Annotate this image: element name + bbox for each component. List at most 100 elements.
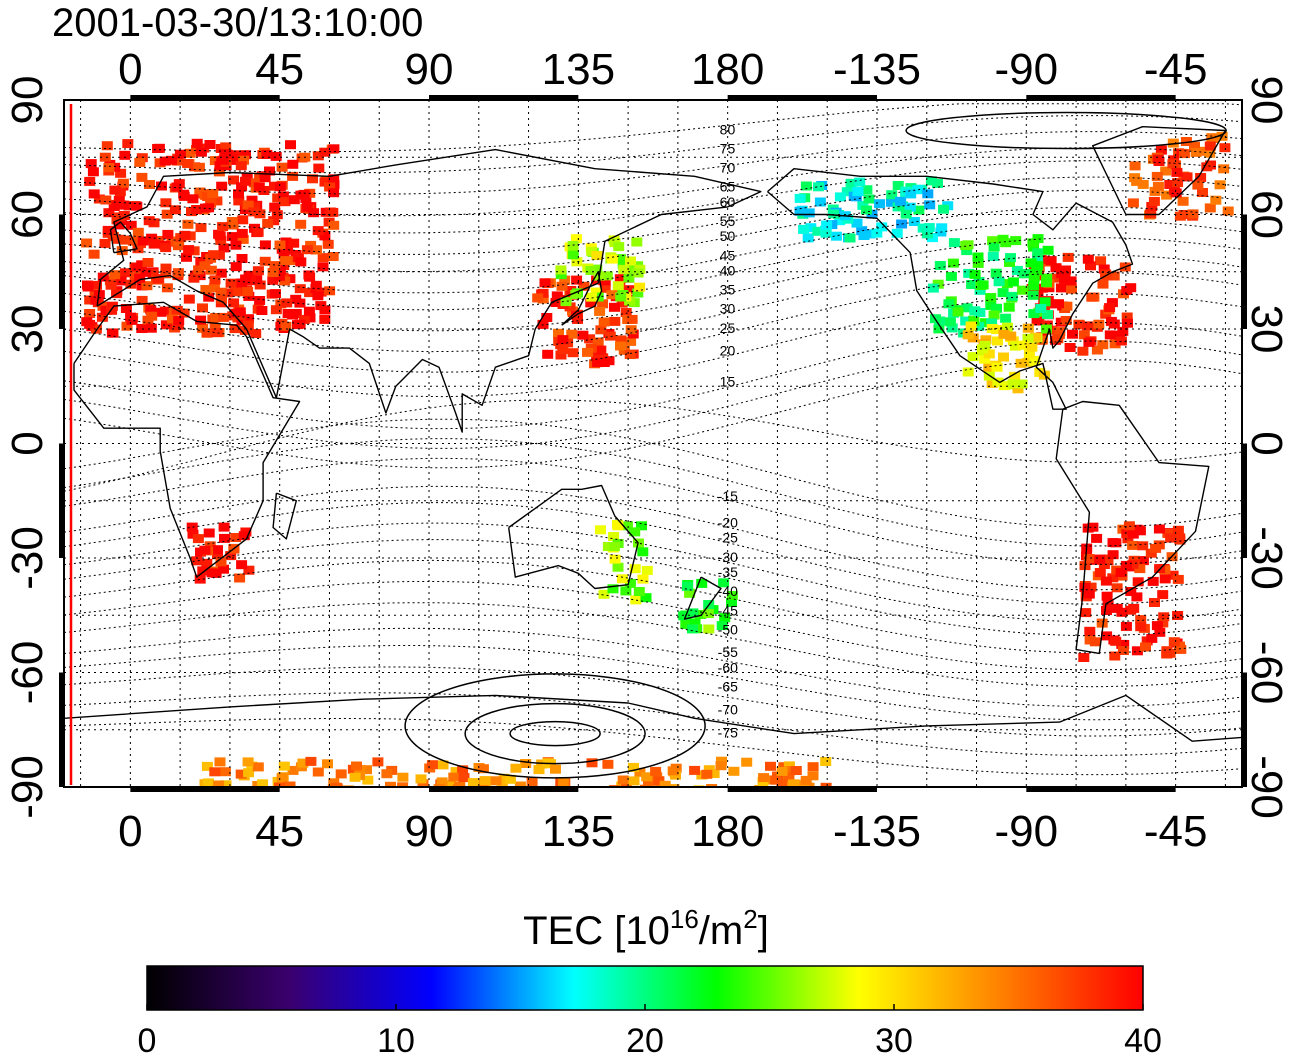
tec-cell — [998, 329, 1010, 339]
tec-cell — [1129, 161, 1141, 171]
tec-cell — [933, 324, 945, 334]
tec-cell — [961, 303, 973, 313]
tec-cell — [1056, 269, 1068, 279]
tec-cell — [288, 238, 300, 248]
tec-cell — [643, 779, 654, 787]
coastline-greenland — [1091, 125, 1227, 216]
tec-cell — [279, 276, 291, 286]
tec-cell — [615, 335, 627, 345]
tec-cell — [1219, 143, 1231, 153]
tec-cell — [199, 545, 211, 555]
tec-cell — [271, 210, 283, 220]
tec-cell — [557, 777, 569, 787]
contour-layer — [64, 103, 1242, 779]
magnetic-contour — [64, 581, 1242, 671]
lat-tick-left: 90 — [3, 76, 52, 125]
colorbar-ticks: 0 10 20 30 40 — [138, 1004, 1162, 1060]
coastline-layer — [64, 125, 1242, 742]
tec-cell — [96, 312, 108, 322]
tec-cell — [1161, 190, 1173, 200]
tec-cell — [264, 166, 275, 176]
tec-cell — [556, 281, 568, 291]
tec-cell — [1036, 283, 1048, 293]
tec-cell — [979, 340, 991, 350]
tec-cell — [1127, 559, 1139, 569]
tec-cell — [637, 574, 649, 584]
tec-cell — [1174, 533, 1186, 543]
tec-cell — [612, 281, 624, 291]
tec-cell — [625, 256, 636, 266]
tec-cell — [445, 780, 457, 787]
tec-cell — [239, 325, 251, 335]
tec-cell — [788, 779, 799, 787]
tec-cell — [319, 231, 331, 241]
tec-cell — [1031, 266, 1043, 276]
tec-cell — [615, 254, 626, 264]
tec-cell — [285, 140, 296, 150]
tec-cell — [943, 299, 955, 309]
lat-tick-left: -60 — [3, 641, 52, 705]
contour-label: -65 — [718, 679, 738, 695]
tec-cell — [567, 348, 579, 358]
tec-cell — [803, 208, 815, 218]
tec-cell — [620, 308, 632, 317]
magnetic-contour — [64, 418, 1242, 528]
tec-cell — [628, 776, 640, 786]
tec-cell — [100, 305, 112, 315]
tec-cell — [132, 227, 144, 237]
tec-cell — [273, 271, 285, 281]
tec-cell — [555, 265, 567, 275]
tec-cell — [609, 554, 621, 564]
tec-cell — [1122, 534, 1134, 544]
tec-cell — [479, 776, 491, 786]
tec-cell — [191, 138, 203, 148]
tec-cell — [315, 301, 327, 311]
tec-cell — [640, 784, 651, 787]
tec-cell — [615, 341, 626, 351]
tec-cell — [966, 280, 978, 289]
tec-cell — [650, 766, 662, 776]
tec-cell — [591, 251, 603, 260]
tec-cell — [295, 219, 307, 229]
magnetic-contour — [64, 457, 1242, 565]
tec-cell — [1098, 560, 1110, 569]
magnetic-contour — [64, 559, 1242, 654]
tec-cell — [904, 202, 916, 212]
contour-label: -55 — [718, 644, 738, 660]
lat-tick-right: 90 — [1242, 76, 1291, 125]
tec-cell — [708, 769, 720, 778]
lon-tick-top: -90 — [995, 45, 1059, 94]
tec-cell — [946, 323, 958, 333]
tec-cell — [681, 581, 693, 591]
tec-cell — [201, 761, 213, 771]
tec-cell — [457, 765, 469, 775]
tec-cell — [800, 181, 812, 191]
tec-cell — [203, 778, 214, 787]
tec-cell — [242, 320, 254, 330]
tec-cell — [200, 285, 212, 294]
contour-label: 45 — [720, 247, 736, 263]
tec-cell — [1120, 560, 1132, 570]
tec-cell — [1009, 341, 1021, 351]
tec-cell — [317, 262, 329, 272]
tec-cell — [217, 222, 229, 232]
tec-cell — [1101, 631, 1113, 641]
tec-cell — [1018, 269, 1030, 279]
tec-cell — [324, 182, 336, 192]
tec-cell — [268, 216, 280, 226]
tec-cell — [156, 181, 167, 191]
tec-cell — [680, 620, 692, 629]
tec-cell — [194, 271, 206, 281]
tec-cell — [1039, 297, 1051, 307]
lat-tick-right: -60 — [1242, 641, 1291, 705]
tec-cell — [1032, 248, 1044, 258]
tec-cell — [294, 319, 306, 329]
tec-cell — [991, 362, 1003, 372]
tec-cell — [570, 290, 582, 299]
tec-cell — [1066, 284, 1077, 294]
tec-cell — [232, 287, 244, 297]
tec-cell — [1060, 316, 1072, 325]
tec-cell — [312, 151, 324, 161]
tec-cell — [1016, 379, 1028, 389]
